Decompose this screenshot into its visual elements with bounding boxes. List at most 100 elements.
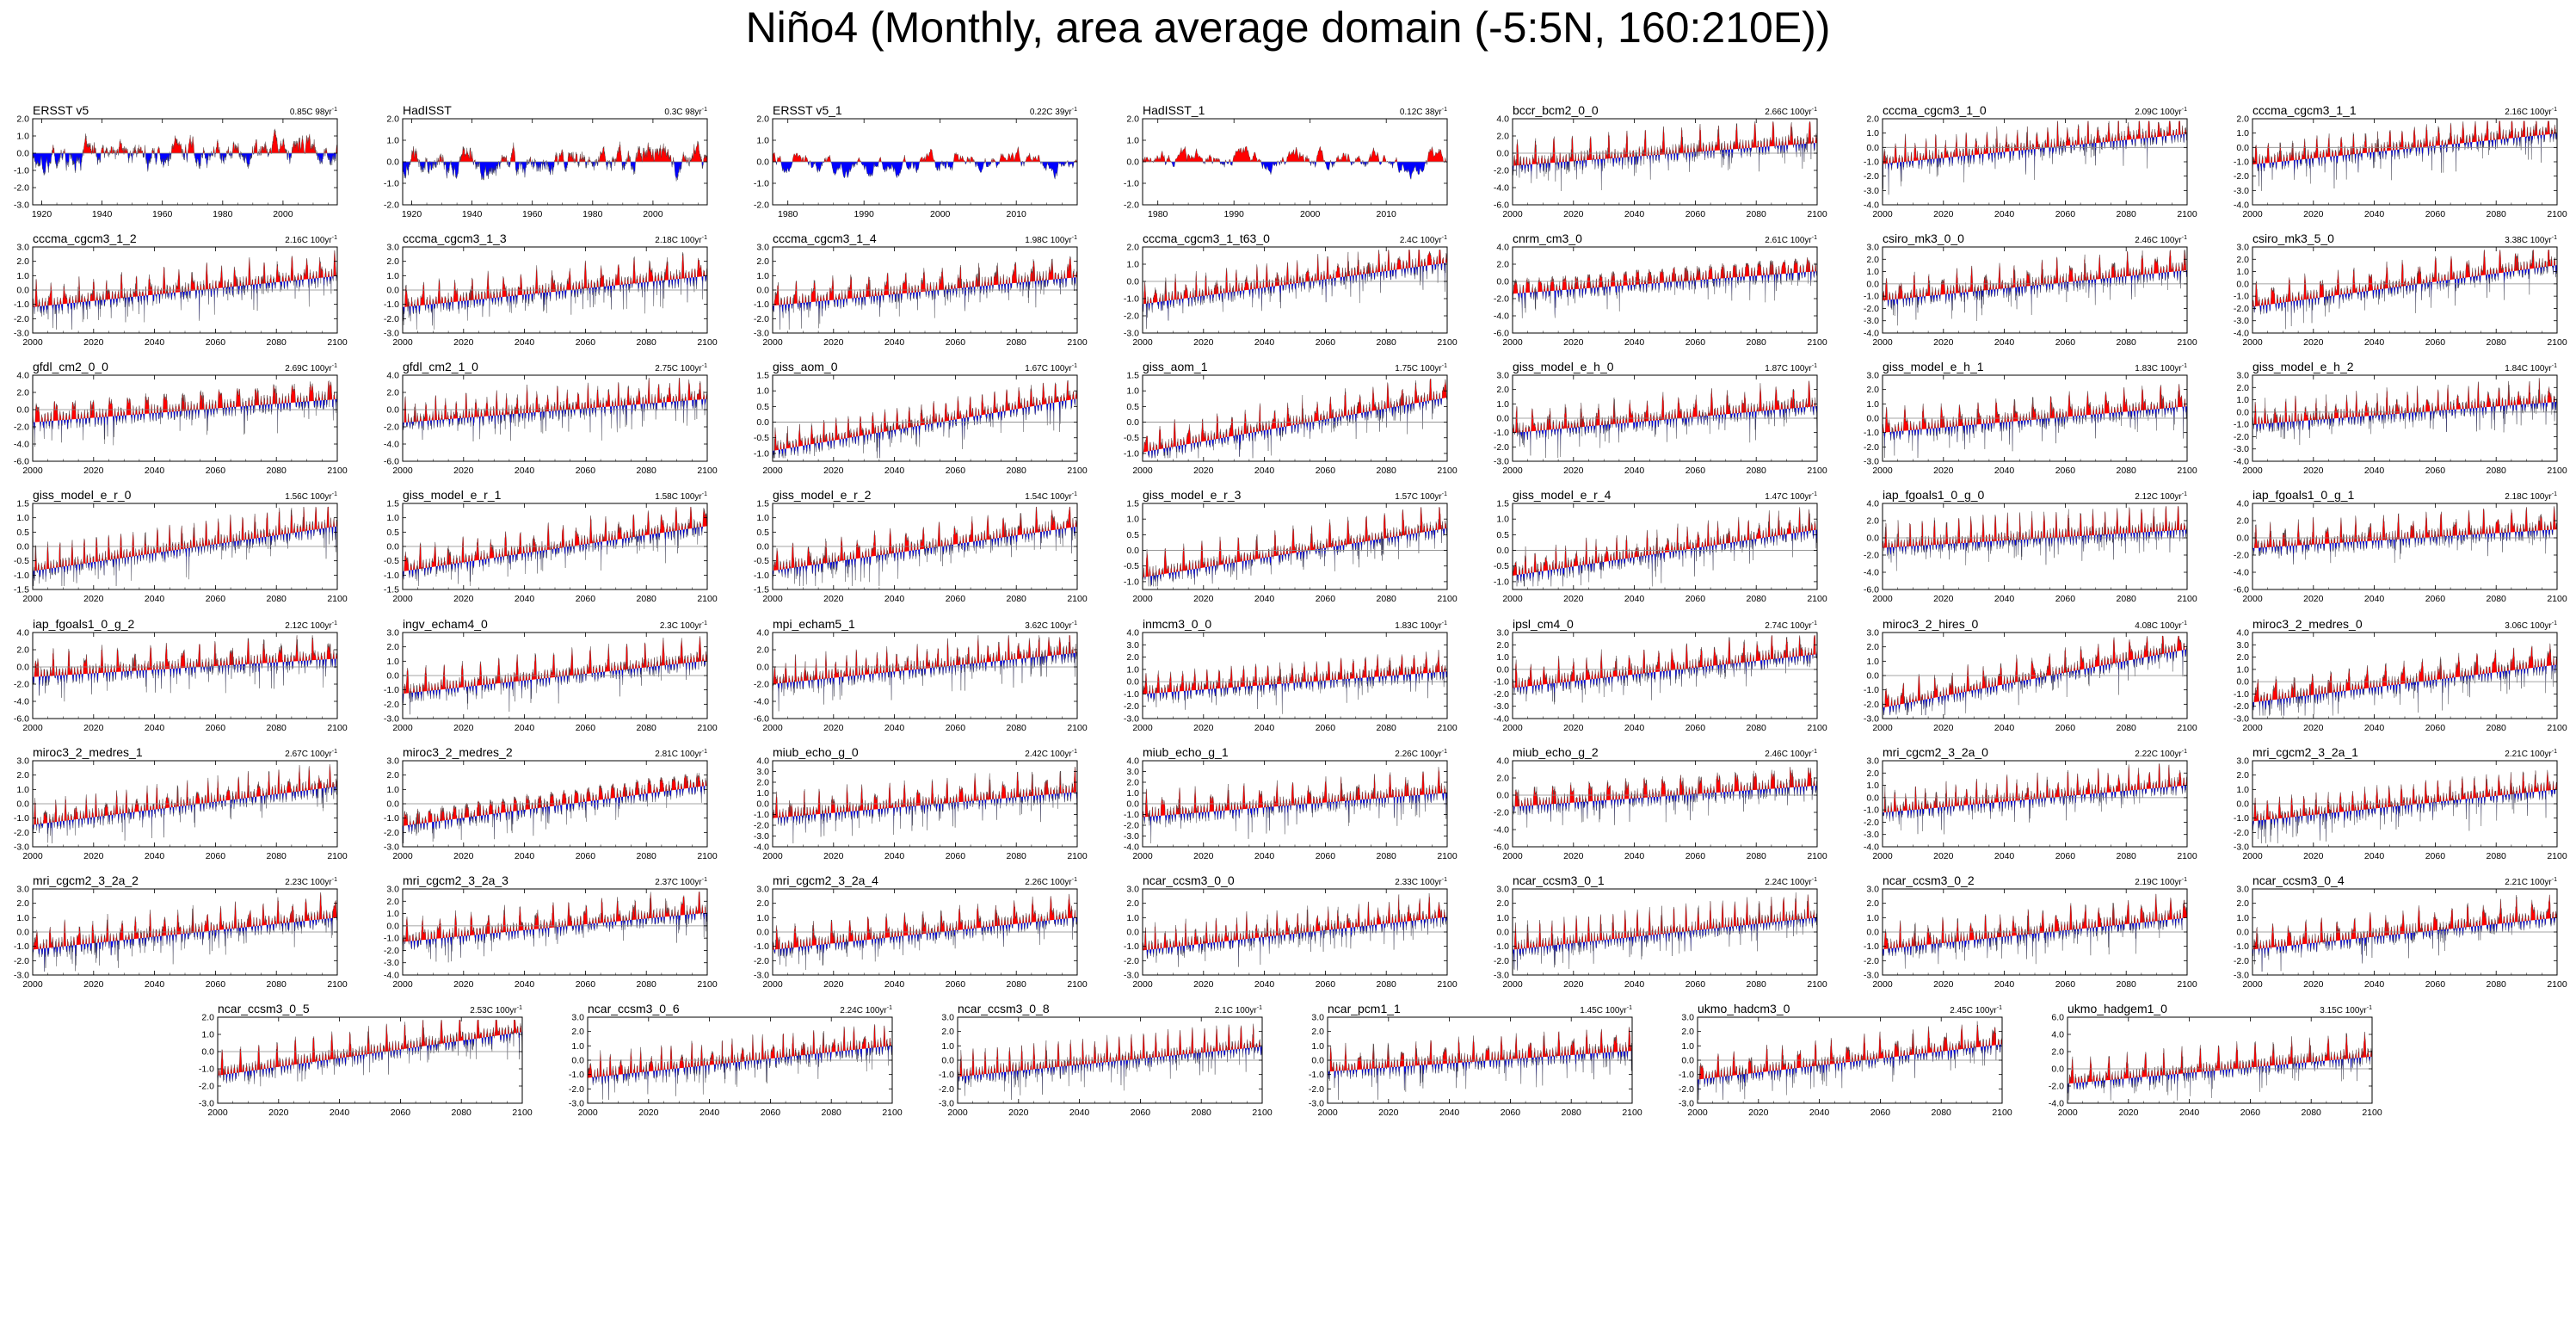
panel-trend: 2.19C 100yr-1 [2135, 877, 2187, 887]
panel-label: ukmo_hadcm3_0 [1698, 1002, 1790, 1015]
series-line [1142, 249, 1447, 330]
y-tick-label: -2.0 [2234, 304, 2249, 314]
x-tick-label: 2100 [1437, 723, 1457, 733]
x-tick-label: 2020 [83, 723, 104, 733]
x-tick-label: 2020 [823, 337, 844, 348]
x-tick-label: 2100 [512, 1108, 533, 1118]
y-tick-label: 0.0 [756, 157, 769, 168]
y-tick-label: -1.0 [754, 941, 769, 952]
y-tick-label: -2.0 [384, 314, 399, 324]
x-tick-label: 2020 [83, 337, 104, 348]
x-tick-label: 2080 [2117, 209, 2137, 219]
x-tick-label: 2100 [697, 594, 718, 604]
y-tick-label: -4.0 [1864, 568, 1879, 578]
y-tick-label: -0.5 [1124, 433, 1139, 443]
y-tick-label: -4.0 [1124, 842, 1139, 853]
y-tick-label: 0.0 [756, 417, 769, 428]
panel-trend: 2.12C 100yr-1 [2135, 491, 2187, 502]
panel-trend: 2.21C 100yr-1 [2505, 749, 2557, 759]
x-tick-label: 2100 [697, 337, 718, 348]
trend-exponent: -1 [2182, 235, 2187, 241]
y-tick-label: 1.0 [1126, 664, 1139, 675]
x-tick-label: 2000 [1502, 466, 1523, 476]
negative-anomaly-area [773, 526, 1077, 586]
panel-trend: 1.98C 100yr-1 [1025, 235, 1077, 245]
x-tick-label: 2080 [452, 1108, 472, 1118]
y-tick-label: -3.0 [1124, 714, 1139, 725]
y-tick-label: 3.0 [1496, 885, 1509, 895]
y-tick-label: -4.0 [1494, 714, 1509, 725]
panel-trend: 4.08C 100yr-1 [2135, 620, 2187, 631]
panel-label: ncar_ccsm3_0_4 [2252, 873, 2345, 887]
positive-anomaly-area [1883, 506, 2187, 548]
y-tick-label: 3.0 [1866, 885, 1879, 895]
trend-value: 1.45C 100yr [1580, 1006, 1627, 1015]
x-tick-label: 2040 [2364, 851, 2385, 861]
panel-trend: 2.53C 100yr-1 [470, 1005, 522, 1015]
x-tick-label: 2000 [2242, 466, 2263, 476]
x-tick-label: 2040 [145, 723, 165, 733]
trend-value: 2.22C 100yr [2135, 750, 2182, 759]
x-tick-label: 2000 [1132, 466, 1153, 476]
panel-label: cccma_cgcm3_1_3 [403, 231, 507, 245]
x-tick-label: 2080 [2487, 466, 2507, 476]
x-tick-label: 2060 [946, 723, 966, 733]
x-tick-label: 2000 [2242, 851, 2263, 861]
y-tick-label: -3.0 [1124, 329, 1139, 339]
panel: giss_model_e_h_2 1.84C 100yr-1 3.0 2.0 1.0 0.… [2234, 360, 2567, 476]
x-tick-label: 2040 [1809, 1108, 1830, 1118]
y-tick-label: -3.0 [1124, 971, 1139, 981]
panel-label: mri_cgcm2_3_2a_3 [403, 873, 508, 887]
x-tick-label: 2000 [22, 851, 43, 861]
series-line [1512, 256, 1817, 318]
panel: miroc3_2_medres_2 2.81C 100yr-1 3.0 2.0 1.0 0… [384, 745, 718, 861]
x-tick-label: 2020 [453, 594, 474, 604]
panel-label: giss_model_e_h_1 [1883, 360, 1984, 373]
series-line [1512, 507, 1817, 587]
y-tick-label: -4.0 [2234, 329, 2249, 339]
trend-exponent: -1 [1442, 107, 1447, 113]
y-tick-label: -2.0 [1124, 821, 1139, 831]
x-tick-label: 2020 [1193, 979, 1214, 990]
panel: iap_fgoals1_0_g_2 2.12C 100yr-1 4.0 2.0 0.0 -… [14, 617, 348, 733]
y-tick-label: -3.0 [1864, 316, 1879, 326]
panel-frame [32, 118, 338, 206]
y-tick-label: -1.0 [1864, 805, 1879, 816]
y-tick-label: -2.0 [1494, 956, 1509, 966]
trend-value: 2.18C 100yr [655, 236, 702, 245]
x-tick-label: 2040 [515, 594, 535, 604]
series-line [957, 1023, 1262, 1101]
series-line [1882, 120, 2187, 195]
x-tick-label: 2020 [823, 851, 844, 861]
x-tick-label: 2020 [1933, 466, 1954, 476]
positive-anomaly-area [1143, 767, 1447, 818]
trend-exponent: -1 [332, 107, 337, 113]
x-tick-label: 2000 [392, 979, 413, 990]
x-tick-label: 2080 [267, 337, 287, 348]
trend-value: 1.56C 100yr [285, 492, 332, 502]
panel-label: iap_fgoals1_0_g_0 [1883, 488, 1985, 502]
x-tick-label: 2100 [1807, 337, 1827, 348]
panel: giss_aom_1 1.75C 100yr-1 1.5 1.0 0.5 0.0 -0.5 -… [1124, 360, 1457, 476]
y-tick-label: 2.0 [16, 898, 29, 909]
y-tick-label: -1.0 [1864, 685, 1879, 695]
negative-anomaly-area [773, 398, 1077, 459]
y-tick-label: 1.5 [1126, 499, 1139, 509]
series-line [772, 893, 1077, 971]
x-tick-label: 2100 [697, 851, 718, 861]
x-tick-label: 2060 [206, 594, 226, 604]
panel-label: miroc3_2_hires_0 [1883, 617, 1978, 631]
x-tick-label: 2020 [1193, 337, 1214, 348]
y-tick-label: -1.0 [384, 571, 399, 581]
x-tick-label: 2020 [1933, 979, 1954, 990]
y-tick-label: 0.5 [386, 528, 399, 538]
y-tick-label: 2.0 [2051, 1047, 2064, 1058]
y-tick-label: 2.0 [1126, 898, 1139, 909]
negative-anomaly-area [773, 162, 1077, 180]
trend-exponent: -1 [1627, 1005, 1632, 1011]
panel-label: miroc3_2_medres_2 [403, 745, 513, 759]
panel: ipsl_cm4_0 2.74C 100yr-13.02.01.00.0-1.0-… [1494, 617, 1827, 733]
series-line [32, 763, 337, 844]
trend-exponent: -1 [1442, 363, 1447, 369]
